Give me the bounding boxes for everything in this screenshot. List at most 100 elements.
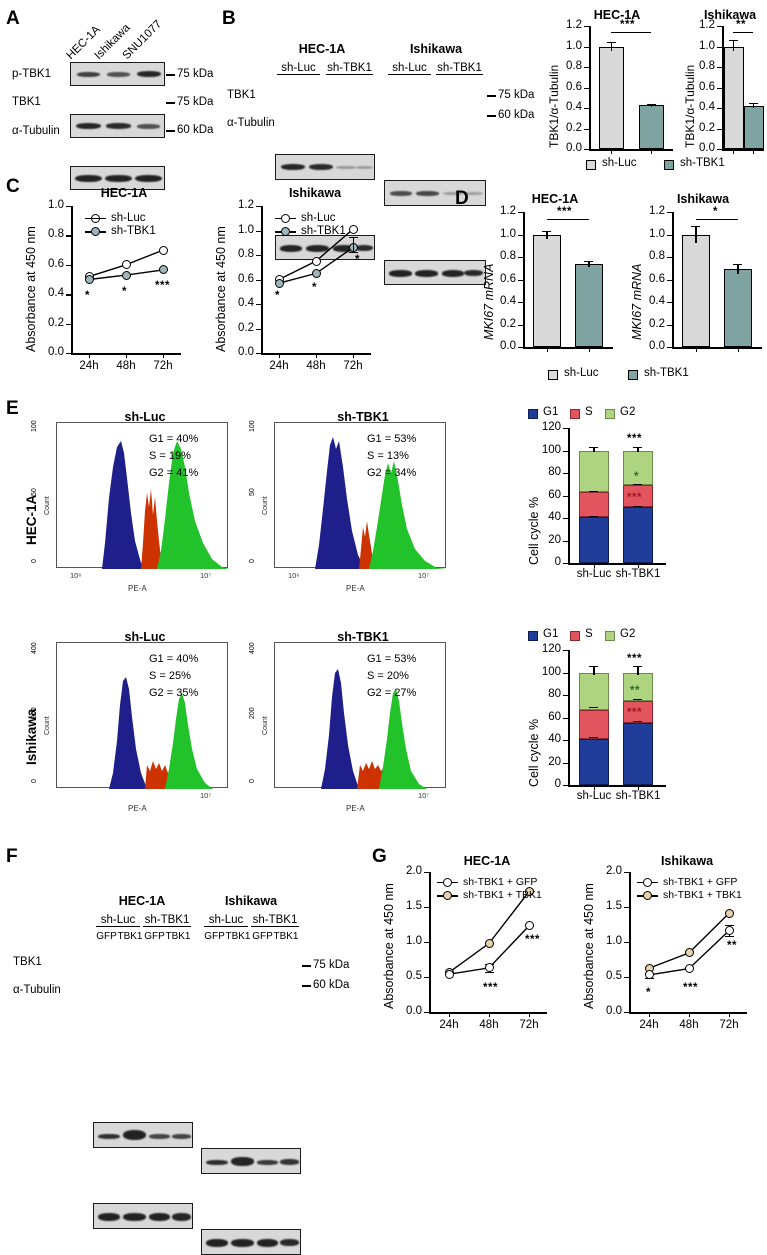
panelB-chart0-bar-shtbk1 — [639, 105, 664, 149]
panel-label-e: E — [6, 398, 19, 419]
panelG-chart0-ytick-2: 1.0 — [406, 935, 422, 947]
panelB-chart1-bar-shtbk1 — [744, 106, 764, 149]
panelC-chart1-pt-luc-2 — [348, 224, 358, 234]
panelE-chart1-ytick-4: 80 — [548, 688, 561, 700]
panel-label-c: C — [6, 176, 20, 197]
panelB-chart0-ytick-1: 0.2 — [566, 121, 582, 134]
panelE-flow2-stat-0: G1 = 40% — [149, 653, 199, 665]
panelE-flow3-plot: G1 = 53% S = 20% G2 = 27% — [274, 642, 446, 789]
panelC-chart1-sig-1: * — [312, 282, 317, 294]
panelE-chart0-stack0-g1 — [579, 516, 609, 563]
panelF-blot-tubulin-hec1a — [93, 1203, 193, 1229]
panelA-blot-ptbk1 — [70, 62, 165, 86]
panelE-flow2-xtick-1: 10⁷ — [200, 791, 212, 800]
panelE-chart1-legend-label-0: G1 — [543, 628, 559, 640]
panelE-flow2-stat-1: S = 25% — [149, 670, 191, 682]
panelG-chart1-legend-marker-0 — [643, 878, 652, 887]
panelE-chart1-ytick-6: 120 — [541, 643, 561, 655]
panelF-sublane-2: GFP — [144, 931, 165, 942]
panelE-flow2-ymin: 0 — [31, 779, 38, 783]
panel-label-a: A — [6, 8, 20, 29]
panelB-chart0-ytick-6: 1.2 — [566, 19, 582, 31]
panelE-chart1-stack0-g2 — [579, 672, 609, 710]
panelC-chart0-pt-tbk1-0 — [84, 275, 94, 284]
panelB-chart1-plot: 1.2 1.0 0.8 0.6 0.4 0.2 0.0 ** — [699, 19, 764, 154]
panelC-chart1-ytick-5: 1.0 — [238, 223, 254, 236]
panelE-flow3-ymin: 0 — [249, 779, 256, 783]
panelE-chart0-stack0-g2 — [579, 450, 609, 493]
panelD-chart1-ytick-2: 0.4 — [649, 295, 665, 307]
panelC-chart0-sig-1: * — [122, 286, 127, 298]
panelB-mw-1: 60 kDa — [498, 109, 535, 121]
panelE-row-label-0: HEC-1A — [24, 494, 39, 545]
panelG-chart1-title: Ishikawa — [660, 854, 714, 868]
panelG-chart0-pt-tbk1-1 — [484, 938, 494, 948]
panelB-chart1-ytick-1: 0.2 — [699, 121, 715, 134]
panelE-chart0-stack1-sig-s: * — [634, 471, 639, 483]
panelE-chart0-ylabel: Cell cycle % — [527, 496, 541, 565]
panelG-chart0-pt-gfp-0 — [444, 969, 454, 979]
panelB-chart0-title: HEC-1A — [593, 8, 641, 22]
panelE-flow1-xtick-1: 10⁷ — [418, 571, 430, 580]
panelC-chart0-ytick-3: 0.6 — [48, 257, 64, 270]
panelF-mw-0: 75 kDa — [313, 959, 350, 971]
panelB-cond-3: sh-TBK1 — [436, 62, 483, 75]
panelG-chart1-sig-0: * — [646, 987, 651, 999]
panelG-chart1-pt-tbk1-2 — [724, 908, 734, 918]
panelE-flow2-ymid: 200 — [31, 707, 38, 719]
panelE-flow3-stat-1: S = 20% — [367, 670, 409, 682]
panelG-chart1-xtick-1: 48h — [679, 1019, 699, 1031]
panelD-chart0-title: HEC-1A — [531, 192, 579, 206]
panelD-chart1-ytick-4: 0.8 — [649, 250, 665, 262]
panelE-chart1-ylabel: Cell cycle % — [527, 718, 541, 787]
panelF-cond-1: sh-TBK1 — [143, 914, 191, 927]
panelB-chart0-ytick-4: 0.8 — [566, 60, 582, 72]
panelB-cond-1: sh-TBK1 — [326, 62, 373, 75]
panelC-chart0-pt-luc-1 — [121, 260, 131, 270]
panelB-cellline-0: HEC-1A — [298, 42, 346, 56]
panelC-chart1-legend-label-1: sh-TBK1 — [301, 225, 346, 238]
panelE-chart1-legend-swatch-1 — [570, 631, 580, 641]
panelG-chart1-sig-1: *** — [683, 982, 698, 994]
panelF-cond-3: sh-TBK1 — [251, 914, 299, 927]
panelE-chart0-legend-swatch-1 — [570, 409, 580, 419]
panelC-chart0-ytick-4: 0.8 — [48, 228, 64, 241]
panelG-chart1-ytick-1: 0.5 — [606, 970, 622, 982]
panelG-chart0-ytick-4: 2.0 — [406, 865, 422, 877]
panelE-chart1-stack1-sig-s: ** — [630, 685, 640, 697]
panelC-chart0-ytick-5: 1.0 — [48, 199, 64, 211]
panelF-sublane-6: GFP — [252, 931, 273, 942]
panelB-blot-tubulin-ishikawa — [384, 260, 486, 285]
panelE-chart1-stack1-sig-top: *** — [627, 653, 642, 665]
panelE-chart1-legend-label-2: G2 — [620, 628, 636, 640]
panelD-chart1-ytick-0: 0.0 — [649, 340, 665, 352]
panelE-chart0-ytick-6: 120 — [541, 421, 561, 433]
panelG-chart0-ytick-0: 0.0 — [406, 1005, 422, 1017]
panelG-chart0-legend-marker-0 — [443, 878, 452, 887]
panelC-chart0-title: HEC-1A — [100, 186, 148, 200]
panelB-chart0-ytick-3: 0.6 — [566, 80, 582, 93]
panelF-sublane-7: TBK1 — [273, 931, 299, 942]
panelE-flow0-title: sh-Luc — [124, 410, 166, 424]
panelD-chart1-ytick-6: 1.2 — [649, 205, 665, 217]
panelE-flow1-xtick-0: 10⁶ — [288, 571, 300, 580]
panelA-row-label-0b: p-TBK1 — [12, 68, 51, 80]
panelG-chart0-legend-label-1: sh-TBK1 + TBK1 — [463, 889, 542, 902]
panelE-chart0-plot: 120 100 80 60 40 20 0 *** * *** sh-Luc s… — [542, 421, 666, 580]
panelG-chart0-plot: 2.0 1.5 1.0 0.5 0.0 24h 48h 72h *** *** … — [406, 865, 547, 1031]
panelC-chart0-xtick-2: 72h — [153, 360, 173, 372]
panelG-chart1-ytick-4: 2.0 — [606, 865, 622, 877]
panelB-blot-tbk1-ishikawa — [384, 180, 486, 206]
panelA-blot-tbk1 — [70, 114, 165, 138]
panelD-chart1-plot: 1.2 1.0 0.8 0.6 0.4 0.2 0.0 * — [649, 205, 762, 352]
panelE-flow1-stat-0: G1 = 53% — [367, 433, 417, 445]
panelC-chart1-sig-2: * — [355, 254, 360, 266]
panelC-chart1-xtick-1: 48h — [306, 360, 326, 372]
panelG-chart0-ytick-1: 0.5 — [406, 970, 422, 982]
panelC-chart0-sig-0: * — [85, 290, 90, 302]
panelD-chart0-ytick-4: 0.8 — [500, 250, 516, 262]
panelE-chart0-legend-swatch-2 — [605, 409, 615, 419]
panel-label-d: D — [455, 188, 469, 209]
panelE-flow1-xaxis: PE-A — [346, 584, 365, 593]
panelE-flow2-xaxis: PE-A — [128, 804, 147, 813]
